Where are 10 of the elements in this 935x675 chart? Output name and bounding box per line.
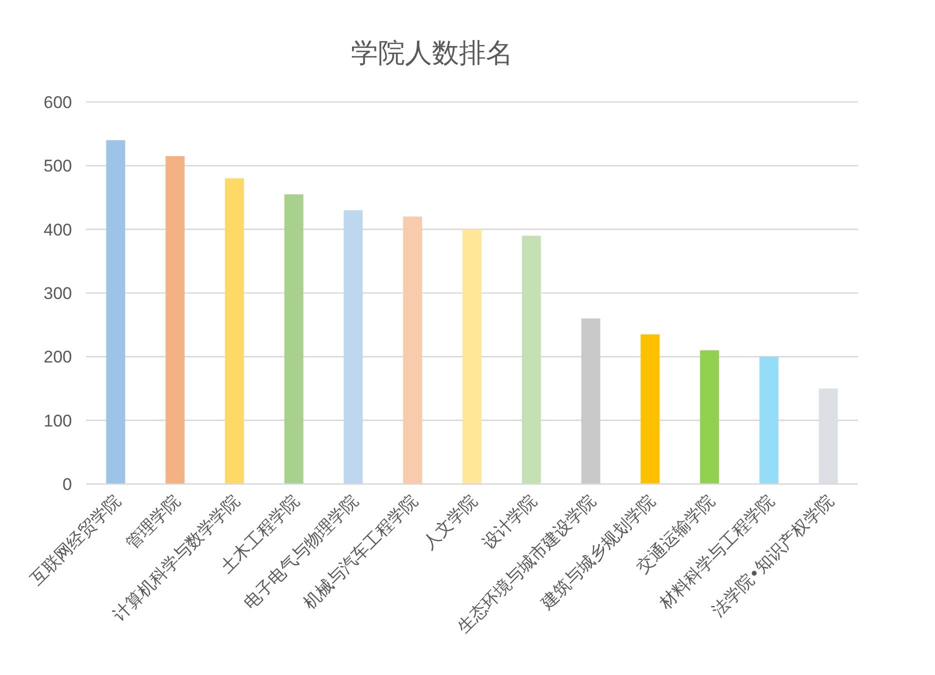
x-tick-label: 互联网经贸学院	[26, 491, 126, 590]
y-tick-label: 100	[44, 411, 72, 430]
y-tick-label: 400	[44, 220, 72, 240]
y-tick-label: 600	[44, 93, 72, 112]
x-tick-label: 人文学院	[419, 491, 482, 554]
y-tick-label: 200	[44, 348, 72, 367]
chart-title: 学院人数排名	[351, 38, 513, 68]
y-tick-label: 0	[62, 475, 72, 494]
y-tick-label: 300	[44, 284, 72, 303]
y-tick-label: 500	[44, 156, 72, 176]
